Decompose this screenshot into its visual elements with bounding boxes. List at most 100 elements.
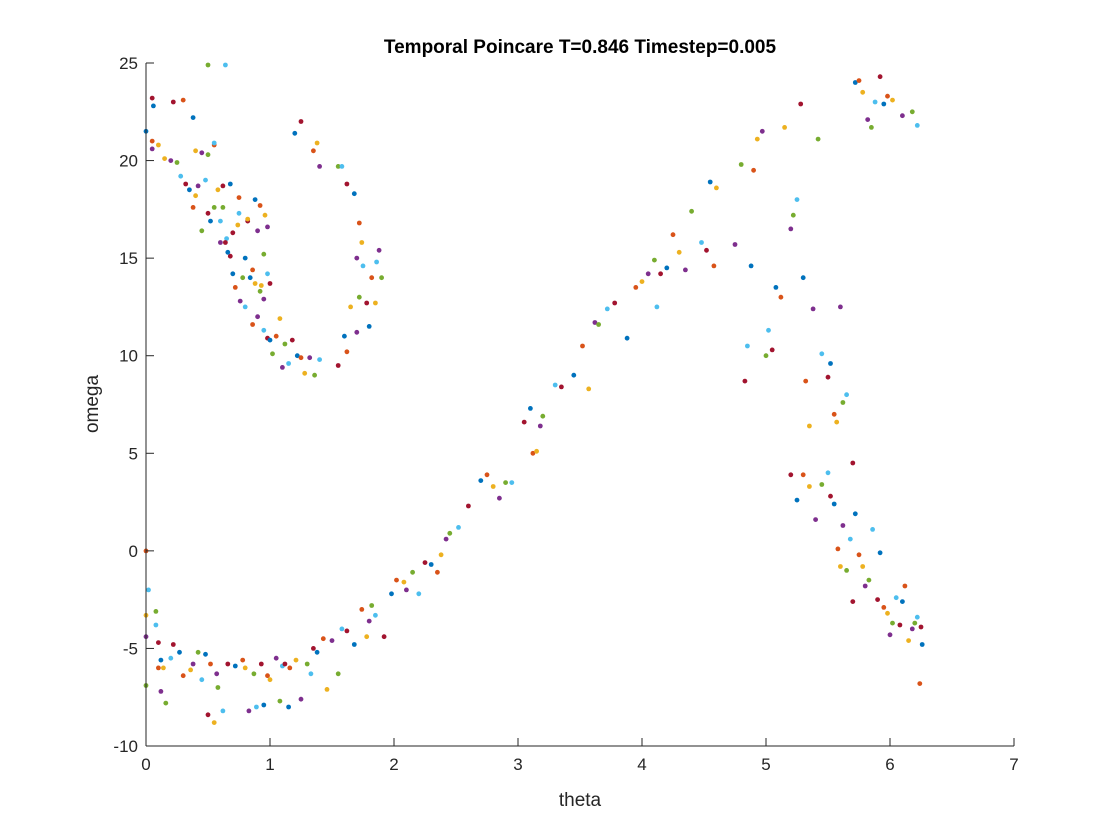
data-point	[540, 413, 546, 419]
data-point	[270, 351, 275, 357]
data-point	[670, 232, 676, 238]
chart-title: Temporal Poincare T=0.846 Timestep=0.005	[384, 37, 777, 58]
data-point	[205, 62, 211, 68]
data-point	[227, 181, 233, 187]
data-point	[807, 484, 812, 489]
data-point	[298, 119, 304, 124]
data-point	[292, 130, 298, 136]
data-point	[714, 185, 719, 191]
data-point	[178, 173, 184, 179]
data-point	[311, 646, 316, 651]
data-point	[645, 271, 651, 277]
data-point	[220, 708, 226, 714]
data-point	[199, 677, 205, 683]
data-point	[912, 620, 918, 626]
data-point	[199, 228, 205, 234]
data-point	[416, 591, 422, 597]
data-point	[168, 158, 174, 164]
data-point	[329, 638, 335, 643]
data-point	[852, 80, 858, 85]
x-tick-label: 0	[141, 755, 150, 774]
data-point	[351, 191, 357, 197]
data-point	[287, 665, 293, 671]
data-point	[351, 642, 357, 647]
data-point	[887, 632, 893, 638]
data-point	[803, 378, 809, 384]
data-point	[376, 247, 382, 253]
data-point	[900, 113, 905, 119]
data-point	[146, 587, 151, 593]
data-point	[195, 649, 201, 655]
data-point	[528, 406, 533, 411]
data-point	[810, 306, 816, 312]
y-tick-label: -5	[123, 639, 138, 658]
data-point	[208, 661, 213, 667]
data-point	[856, 78, 862, 83]
data-point	[220, 205, 226, 210]
data-point	[208, 218, 213, 224]
data-point	[909, 109, 915, 115]
data-point	[443, 536, 449, 542]
data-point	[633, 285, 639, 290]
data-point	[265, 673, 270, 679]
y-tick-label: 10	[119, 347, 138, 366]
data-point	[490, 484, 496, 489]
data-point	[237, 298, 243, 304]
data-point	[298, 696, 304, 702]
data-point	[840, 523, 846, 528]
data-point	[769, 347, 775, 353]
data-point	[356, 220, 362, 226]
data-point	[236, 195, 242, 201]
data-point	[267, 677, 273, 683]
data-point	[664, 265, 670, 271]
data-point	[919, 642, 925, 647]
data-point	[890, 620, 895, 626]
data-point	[366, 618, 372, 624]
data-point	[580, 343, 585, 349]
y-tick-label: 25	[119, 54, 138, 73]
data-point	[766, 327, 771, 333]
data-point	[304, 661, 310, 667]
data-point	[503, 480, 508, 485]
data-point	[364, 300, 370, 306]
data-point	[893, 595, 899, 601]
data-point	[914, 123, 920, 128]
data-point	[825, 470, 831, 476]
data-point	[639, 279, 645, 284]
x-axis-label: theta	[559, 790, 602, 811]
data-point	[484, 472, 490, 478]
data-point	[466, 503, 471, 509]
data-point	[571, 372, 577, 378]
data-point	[856, 552, 862, 558]
data-point	[612, 300, 618, 306]
data-point	[877, 550, 883, 556]
data-point	[844, 392, 849, 398]
data-point	[751, 167, 756, 173]
data-point	[604, 306, 610, 312]
data-point	[170, 99, 176, 105]
data-point	[902, 583, 908, 589]
data-point	[265, 271, 270, 277]
data-point	[211, 205, 217, 210]
data-point	[788, 472, 794, 478]
y-tick-label: 0	[129, 542, 138, 561]
data-point	[227, 253, 233, 259]
data-point	[158, 689, 164, 694]
data-point	[261, 327, 267, 333]
data-point	[215, 187, 221, 193]
data-point	[163, 700, 169, 706]
data-point	[831, 411, 837, 417]
data-point	[324, 687, 330, 692]
data-point	[339, 164, 345, 169]
data-point	[211, 720, 217, 725]
data-point	[732, 242, 738, 247]
data-point	[860, 564, 866, 569]
data-point	[906, 638, 911, 643]
data-point	[190, 205, 196, 210]
data-point	[344, 181, 350, 187]
data-point	[828, 361, 833, 366]
data-point	[704, 247, 709, 253]
data-point	[559, 384, 564, 390]
data-point	[245, 216, 251, 222]
data-point	[862, 583, 868, 589]
